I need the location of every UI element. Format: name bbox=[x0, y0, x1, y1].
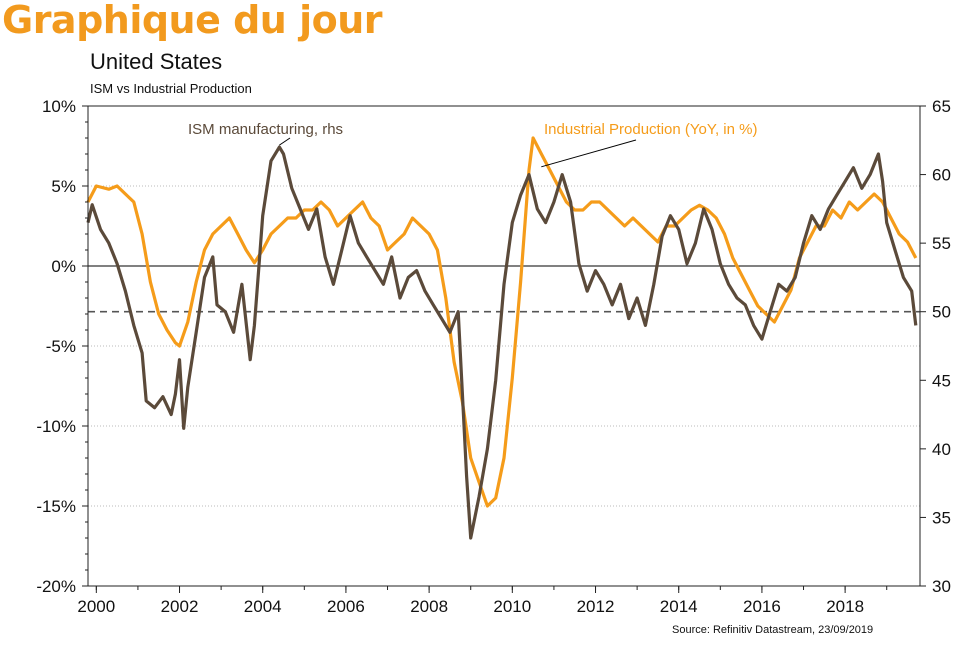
chart-title: United States bbox=[90, 49, 223, 74]
y-left-tick-label: 10% bbox=[42, 97, 76, 116]
y-left-tick-label: -15% bbox=[36, 497, 76, 516]
y-right-tick-label: 30 bbox=[932, 577, 951, 596]
annotation-ip-pointer bbox=[541, 139, 637, 168]
annotation-ism: ISM manufacturing, rhs bbox=[188, 121, 343, 138]
series-lines bbox=[86, 136, 918, 540]
y-right-tick-label: 35 bbox=[932, 508, 951, 527]
y-left-tick-label: -20% bbox=[36, 577, 76, 596]
x-tick-label: 2016 bbox=[743, 597, 781, 616]
chart-subtitle: ISM vs Industrial Production bbox=[90, 81, 252, 96]
y-right-tick-label: 40 bbox=[932, 440, 951, 459]
x-tick-label: 2004 bbox=[244, 597, 282, 616]
x-tick-label: 2006 bbox=[327, 597, 365, 616]
series-line-ism-manufacturing bbox=[86, 145, 918, 540]
annotation-ism-pointer bbox=[279, 137, 291, 146]
annotations: ISM manufacturing, rhs Industrial Product… bbox=[188, 121, 757, 168]
y-left-tick-label: -5% bbox=[46, 337, 76, 356]
x-tick-label: 2002 bbox=[161, 597, 199, 616]
series-line-industrial-production bbox=[86, 136, 918, 508]
x-tick-label: 2010 bbox=[493, 597, 531, 616]
annotation-industrial-production: Industrial Production (YoY, in %) bbox=[544, 121, 757, 138]
axes: 10% 5% 0% -5% -10% -15% -20% 65 60 55 50 45 40 35 30 20… bbox=[36, 97, 951, 616]
y-left-tick-label: 5% bbox=[51, 177, 76, 196]
x-tick-label: 2018 bbox=[826, 597, 864, 616]
x-tick-label: 2014 bbox=[660, 597, 698, 616]
x-tick-label: 2008 bbox=[410, 597, 448, 616]
y-right-tick-label: 55 bbox=[932, 234, 951, 253]
y-right-tick-label: 50 bbox=[932, 303, 951, 322]
brand-title: Graphique du jour bbox=[2, 0, 383, 42]
plot-frame bbox=[87, 105, 921, 587]
x-tick-label: 2000 bbox=[77, 597, 115, 616]
y-right-tick-label: 65 bbox=[932, 97, 951, 116]
y-left-tick-label: 0% bbox=[51, 257, 76, 276]
y-right-tick-label: 45 bbox=[932, 371, 951, 390]
source-note: Source: Refinitiv Datastream, 23/09/2019 bbox=[672, 624, 874, 636]
y-left-tick-label: -10% bbox=[36, 417, 76, 436]
y-right-tick-label: 60 bbox=[932, 166, 951, 185]
x-tick-label: 2012 bbox=[577, 597, 615, 616]
